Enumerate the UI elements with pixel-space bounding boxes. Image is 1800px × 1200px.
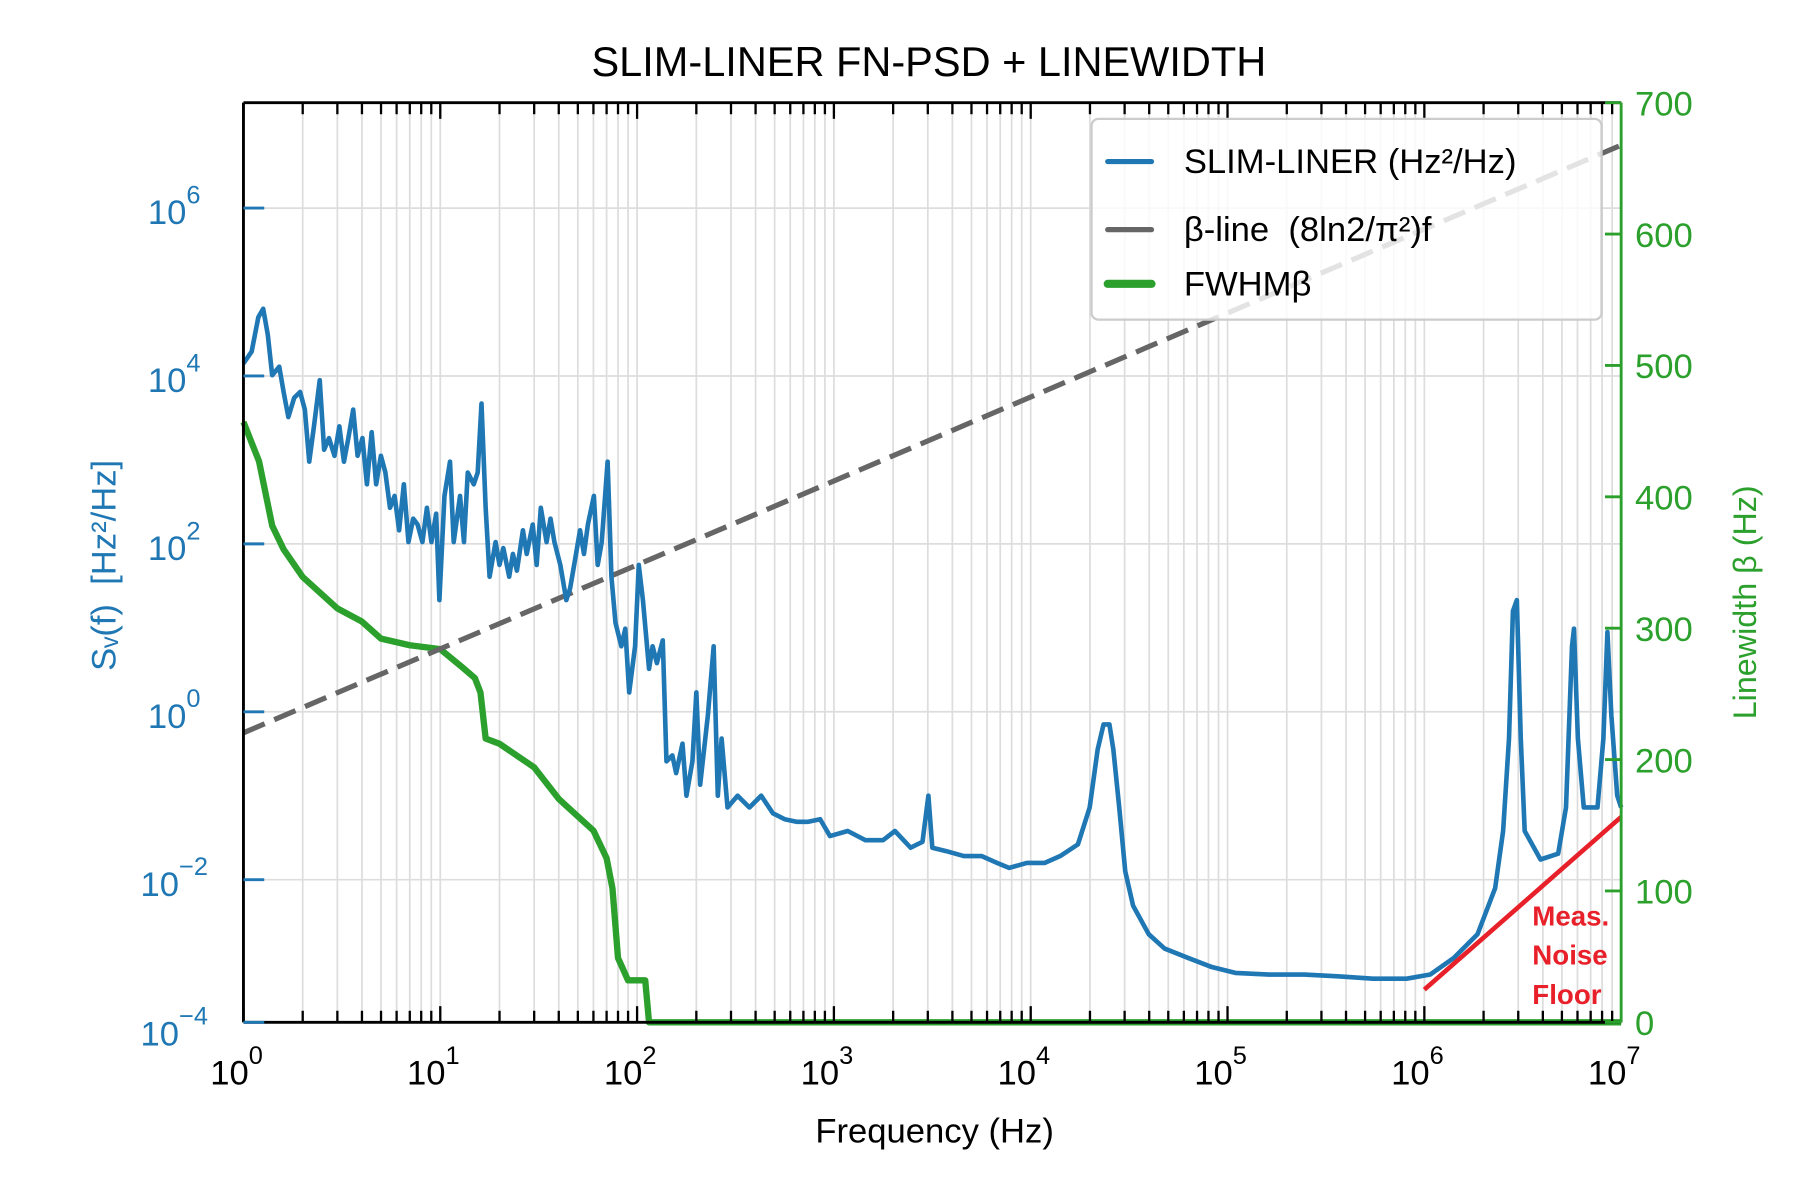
y-right-tick-label: 600 xyxy=(1635,217,1693,255)
legend-beta-line-label: β-line (8ln2/π²)f xyxy=(1184,211,1432,249)
y-axis-label: Sᵥ(f) [Hz²/Hz] xyxy=(85,460,123,671)
noise-floor-label-line: Floor xyxy=(1532,979,1601,1010)
noise-floor-annotation: Meas. Noise Floor xyxy=(1532,900,1609,1009)
y-right-tick-label: 400 xyxy=(1635,480,1693,518)
noise-floor-line xyxy=(1422,815,1623,992)
noise-floor-label-line: Meas. xyxy=(1532,900,1609,931)
legend-box xyxy=(1090,117,1603,321)
y-right-tick-label: 200 xyxy=(1635,742,1693,780)
noise-floor-label-line: Noise xyxy=(1532,940,1607,971)
y-right-tick-label: 100 xyxy=(1635,874,1693,912)
x-axis-label: Frequency (Hz) xyxy=(815,1112,1053,1150)
psd-line xyxy=(241,306,1624,981)
legend-psd-label: SLIM-LINER (Hz²/Hz) xyxy=(1184,143,1517,181)
y-right-tick-label: 500 xyxy=(1635,348,1693,386)
y-right-tick-label: 300 xyxy=(1635,611,1693,649)
y-axis-right-label: Linewidth β (Hz) xyxy=(1727,485,1763,719)
fwhm-beta-line xyxy=(240,420,1622,1026)
legend: SLIM-LINER (Hz²/Hz) β-line (8ln2/π²)f FW… xyxy=(1090,117,1603,321)
y-right-tick-label: 700 xyxy=(1635,85,1693,123)
chart-title: SLIM-LINER FN-PSD + LINEWIDTH xyxy=(591,38,1266,85)
legend-fwhm-label: FWHMβ xyxy=(1184,265,1312,303)
y-right-tick-label: 0 xyxy=(1635,1005,1654,1043)
